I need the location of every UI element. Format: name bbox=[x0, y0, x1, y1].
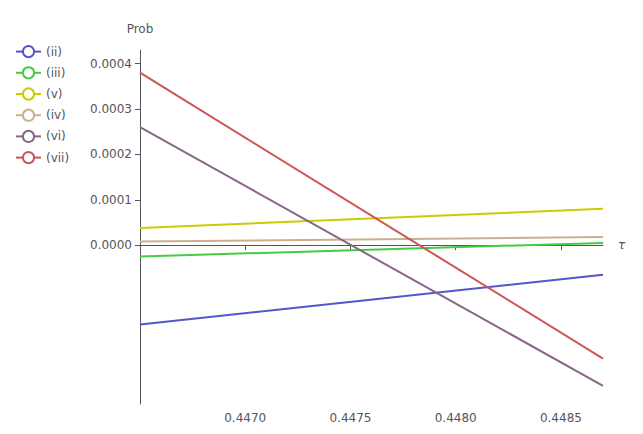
svg-text:0.0003: 0.0003 bbox=[90, 102, 132, 116]
svg-text:(iv): (iv) bbox=[46, 108, 66, 122]
svg-text:0.0001: 0.0001 bbox=[90, 193, 132, 207]
svg-text:(ii): (ii) bbox=[46, 45, 62, 59]
svg-text:0.4470: 0.4470 bbox=[224, 411, 266, 425]
svg-text:0.4480: 0.4480 bbox=[435, 411, 477, 425]
svg-text:0.0000: 0.0000 bbox=[90, 238, 132, 252]
svg-text:0.0004: 0.0004 bbox=[90, 57, 132, 71]
svg-text:0.4485: 0.4485 bbox=[540, 411, 582, 425]
svg-text:Prob: Prob bbox=[127, 22, 154, 36]
svg-text:(iii): (iii) bbox=[46, 66, 65, 80]
svg-text:(v): (v) bbox=[46, 87, 62, 101]
svg-text:0.0002: 0.0002 bbox=[90, 147, 132, 161]
svg-text:(vii): (vii) bbox=[46, 151, 69, 165]
svg-text:0.4475: 0.4475 bbox=[329, 411, 371, 425]
svg-text:(vi): (vi) bbox=[46, 129, 66, 143]
svg-text:τ: τ bbox=[618, 238, 626, 252]
